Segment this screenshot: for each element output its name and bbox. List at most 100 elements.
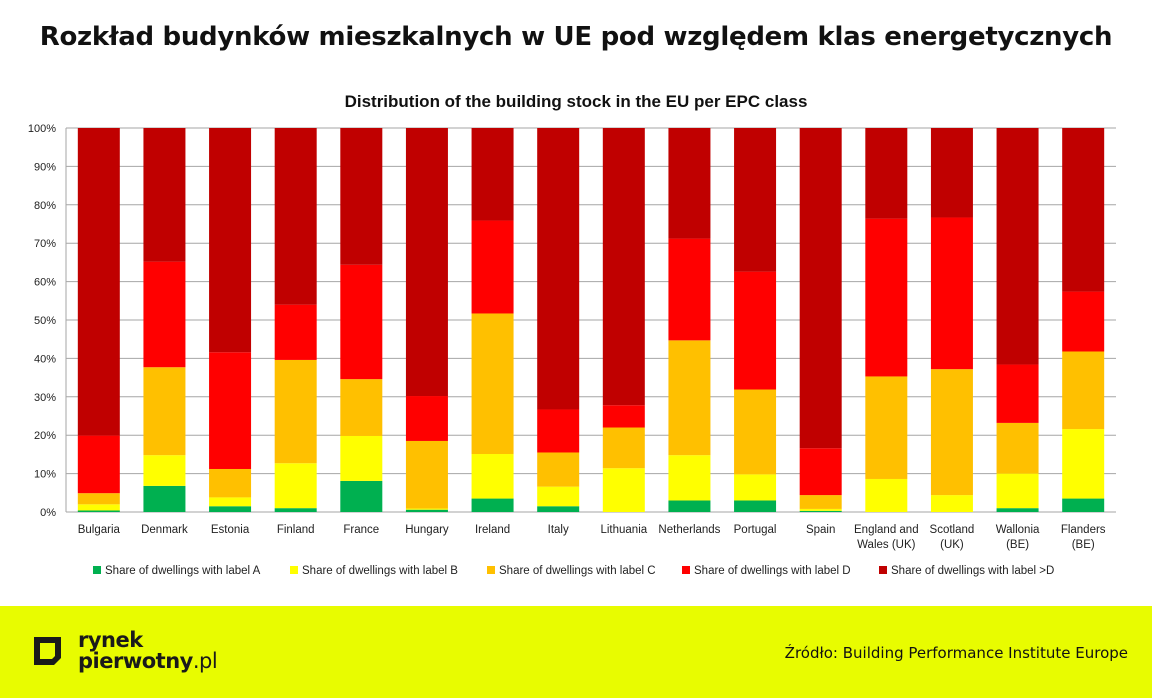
bar-segment	[668, 500, 711, 512]
footer: rynek pierwotny.pl Źródło: Building Perf…	[0, 606, 1152, 698]
bar-segment	[930, 128, 973, 218]
bar-segment	[930, 217, 973, 370]
bar-segment	[537, 486, 580, 507]
x-tick-label: England and	[854, 524, 919, 536]
bar-segment	[143, 128, 186, 262]
bar-segment	[537, 506, 580, 512]
bar-segment	[405, 508, 448, 510]
bar-segment	[865, 478, 908, 512]
legend-label: Share of dwellings with label >D	[891, 565, 1054, 577]
bar-segment	[537, 128, 580, 410]
bar-segment	[340, 128, 383, 265]
legend-swatch	[290, 566, 298, 574]
x-tick-label: Ireland	[475, 524, 510, 536]
page-title: Rozkład budynków mieszkalnych w UE pod w…	[39, 22, 1113, 52]
logo-line2: pierwotny	[78, 649, 193, 673]
x-tick-label: (UK)	[940, 539, 964, 551]
legend: Share of dwellings with label A Share of …	[93, 565, 1054, 577]
bar-segment	[143, 367, 186, 456]
bar-segment	[996, 364, 1039, 423]
x-axis: Bulgaria Denmark Estonia Finland France Hunga…	[78, 524, 1106, 551]
bar-segment	[274, 128, 317, 305]
bar-segment	[340, 379, 383, 436]
x-tick-label: Finland	[277, 524, 315, 536]
x-tick-label: Estonia	[211, 524, 250, 536]
bar-segment	[274, 359, 317, 464]
y-tick-label: 40%	[34, 353, 56, 365]
bar-segment	[799, 128, 842, 449]
bar-segment	[209, 352, 252, 469]
y-tick-label: 20%	[34, 430, 56, 442]
legend-swatch	[487, 566, 495, 574]
logo-line1: rynek	[78, 628, 143, 652]
x-tick-label: Wallonia	[996, 524, 1040, 536]
x-tick-label: Hungary	[405, 524, 449, 536]
bar-segment	[471, 498, 514, 512]
legend-label: Share of dwellings with label A	[105, 565, 261, 577]
x-tick-label: (BE)	[1072, 539, 1095, 551]
bar-segment	[274, 463, 317, 509]
source-note: Źródło: Building Performance Institute E…	[784, 644, 1128, 662]
bar-segment	[77, 504, 120, 511]
bar-segment	[1062, 498, 1105, 512]
y-tick-label: 70%	[34, 238, 56, 250]
bar-segment	[537, 409, 580, 453]
bar-segment	[996, 473, 1039, 509]
legend-label: Share of dwellings with label B	[302, 565, 458, 577]
bar-segment	[1062, 429, 1105, 499]
bar-segment	[471, 220, 514, 314]
y-tick-label: 90%	[34, 161, 56, 173]
bar-segment	[143, 485, 186, 512]
x-tick-label: Italy	[548, 524, 569, 536]
bar-segment	[996, 508, 1039, 512]
bars	[77, 128, 1105, 512]
bar-segment	[668, 128, 711, 239]
bar-segment	[143, 455, 186, 486]
bar-segment	[799, 495, 842, 509]
bar-segment	[734, 271, 777, 390]
bar-segment	[405, 128, 448, 397]
bar-segment	[668, 455, 711, 501]
legend-label: Share of dwellings with label C	[499, 565, 656, 577]
x-tick-label: France	[343, 524, 379, 536]
x-tick-label: (BE)	[1006, 539, 1029, 551]
bar-segment	[405, 396, 448, 441]
logo: rynek pierwotny.pl	[30, 628, 218, 673]
bar-segment	[734, 474, 777, 501]
bar-segment	[734, 500, 777, 512]
legend-swatch	[879, 566, 887, 574]
stacked-bar-chart: Distribution of the building stock in th…	[28, 92, 1116, 577]
x-tick-label: Denmark	[141, 524, 188, 536]
bar-segment	[1062, 128, 1105, 292]
y-tick-label: 100%	[28, 123, 56, 135]
x-tick-label: Netherlands	[658, 524, 720, 536]
y-tick-label: 60%	[34, 277, 56, 289]
bar-segment	[274, 508, 317, 512]
bar-segment	[340, 435, 383, 481]
bar-segment	[209, 468, 252, 498]
y-tick-label: 10%	[34, 469, 56, 481]
x-tick-label: Lithuania	[600, 524, 647, 536]
bar-segment	[930, 495, 973, 512]
legend-swatch	[682, 566, 690, 574]
y-axis: 0% 10% 20% 30% 40% 50% 60% 70% 80% 90% 100%	[28, 123, 67, 519]
bar-segment	[602, 405, 645, 428]
bar-segment	[77, 128, 120, 436]
bar-segment	[799, 448, 842, 496]
bar-segment	[668, 340, 711, 456]
bar-segment	[865, 218, 908, 377]
bar-segment	[734, 128, 777, 272]
bar-segment	[209, 128, 252, 353]
legend-label: Share of dwellings with label D	[694, 565, 851, 577]
logo-icon	[34, 637, 61, 665]
logo-suffix: .pl	[192, 649, 218, 673]
x-tick-label: Spain	[806, 524, 835, 536]
bar-segment	[930, 369, 973, 496]
bar-segment	[1062, 351, 1105, 430]
y-tick-label: 80%	[34, 200, 56, 212]
chart-title: Distribution of the building stock in th…	[345, 92, 808, 111]
bar-segment	[996, 128, 1039, 365]
x-tick-label: Flanders	[1061, 524, 1106, 536]
bar-segment	[471, 313, 514, 455]
y-tick-label: 50%	[34, 315, 56, 327]
